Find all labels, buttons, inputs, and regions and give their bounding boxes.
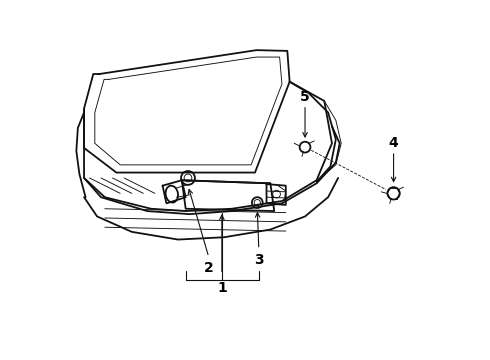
- Text: 1: 1: [217, 281, 227, 295]
- Text: 4: 4: [389, 136, 398, 150]
- Text: 2: 2: [204, 261, 214, 275]
- Text: 3: 3: [254, 253, 264, 267]
- Text: 5: 5: [300, 90, 310, 104]
